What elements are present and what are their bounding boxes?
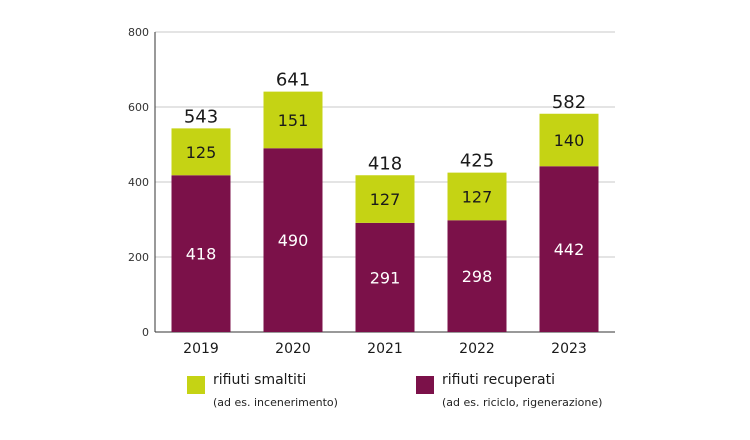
x-tick-label-2019: 2019 [183, 341, 219, 357]
bar-total-2022: 425 [460, 151, 494, 172]
bar-recuperati-2020 [263, 148, 323, 332]
bar-label-smaltiti-2019: 125 [186, 143, 217, 162]
legend-note-smaltiti: (ad es. incenerimento) [213, 396, 338, 409]
bar-label-smaltiti-2023: 140 [554, 131, 585, 150]
bar-smaltiti-2020 [263, 91, 323, 149]
legend-label-smaltiti: rifiuti smaltiti [213, 372, 307, 388]
bar-smaltiti-2019 [171, 128, 231, 176]
legend-swatch-smaltiti [187, 376, 205, 394]
bar-smaltiti-2023 [539, 113, 599, 167]
legend-note-recuperati: (ad es. riciclo, rigenerazione) [442, 396, 603, 409]
bar-label-smaltiti-2021: 127 [370, 190, 401, 209]
legend-swatch-recuperati [416, 376, 434, 394]
y-tick-label: 600 [128, 101, 149, 114]
bar-total-2021: 418 [368, 153, 402, 174]
y-tick-label: 0 [142, 326, 149, 339]
bar-label-recuperati-2020: 490 [278, 231, 309, 250]
bar-recuperati-2021 [355, 222, 415, 332]
bar-label-recuperati-2022: 298 [462, 267, 493, 286]
x-tick-label-2022: 2022 [459, 341, 495, 357]
bar-label-recuperati-2023: 442 [554, 240, 585, 259]
bar-label-recuperati-2019: 418 [186, 245, 217, 264]
y-tick-label: 800 [128, 26, 149, 39]
bar-smaltiti-2022 [447, 172, 507, 221]
y-tick-label: 400 [128, 176, 149, 189]
bar-recuperati-2019 [171, 175, 231, 332]
x-tick-label-2021: 2021 [367, 341, 403, 357]
bar-total-2020: 641 [276, 70, 310, 91]
bar-label-smaltiti-2020: 151 [278, 111, 309, 130]
bar-total-2019: 543 [184, 106, 218, 127]
legend-label-recuperati: rifiuti recuperati [442, 372, 556, 388]
bar-total-2023: 582 [552, 92, 586, 113]
y-tick-label: 200 [128, 251, 149, 264]
bar-recuperati-2023 [539, 166, 599, 332]
bar-label-recuperati-2021: 291 [370, 268, 401, 287]
x-tick-label-2023: 2023 [551, 341, 587, 357]
bar-recuperati-2022 [447, 220, 507, 332]
bar-label-smaltiti-2022: 127 [462, 187, 493, 206]
x-tick-label-2020: 2020 [275, 341, 311, 357]
bar-smaltiti-2021 [355, 175, 415, 223]
